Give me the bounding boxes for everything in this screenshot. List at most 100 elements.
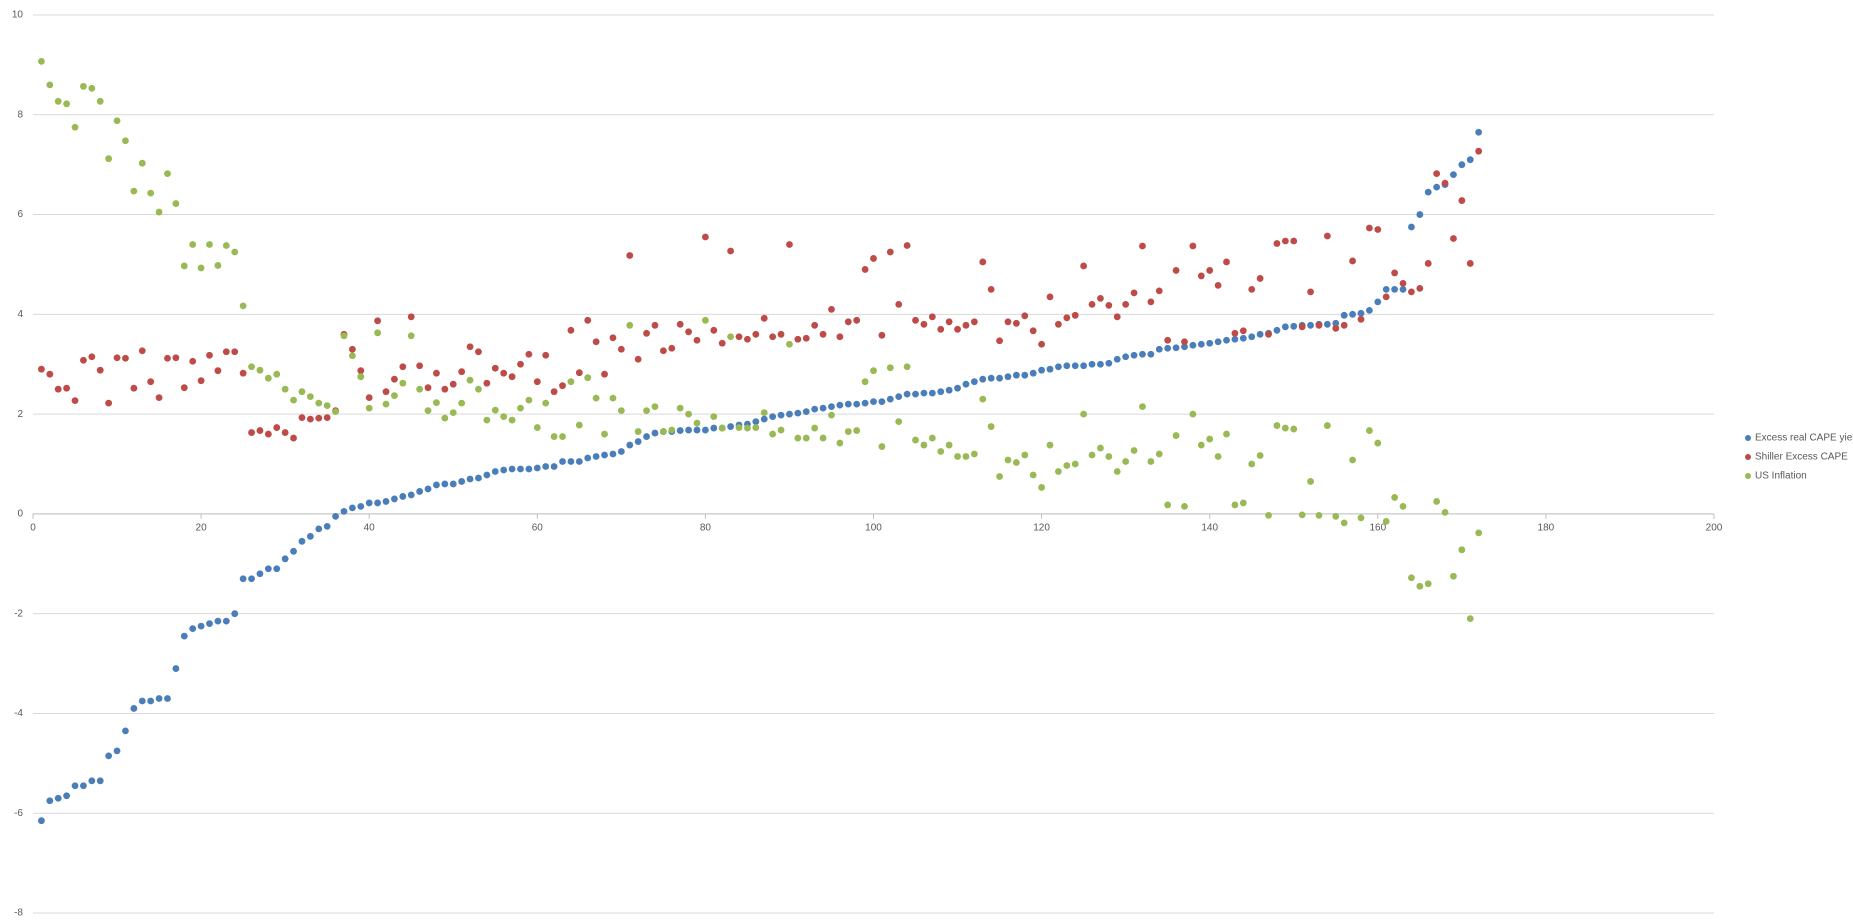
data-point bbox=[1004, 456, 1012, 464]
data-point bbox=[1088, 451, 1096, 459]
data-point bbox=[147, 697, 155, 705]
data-point bbox=[1408, 288, 1415, 296]
data-point bbox=[1071, 362, 1079, 370]
data-point bbox=[458, 399, 466, 407]
data-point bbox=[1080, 262, 1088, 270]
data-point bbox=[1265, 511, 1272, 519]
data-point bbox=[122, 137, 129, 145]
data-point bbox=[1080, 362, 1088, 370]
data-point bbox=[306, 393, 314, 401]
data-point bbox=[71, 397, 79, 405]
data-point bbox=[508, 416, 516, 424]
data-point bbox=[1105, 453, 1113, 460]
data-point bbox=[928, 389, 936, 397]
data-point bbox=[1206, 339, 1214, 347]
data-point bbox=[424, 384, 432, 392]
data-point bbox=[1315, 511, 1323, 519]
data-point bbox=[483, 416, 491, 424]
data-point bbox=[281, 555, 289, 563]
data-point bbox=[1223, 258, 1230, 266]
y-tick-label: -6 bbox=[14, 808, 23, 819]
data-point bbox=[88, 777, 96, 785]
data-point bbox=[626, 321, 634, 329]
data-point bbox=[298, 537, 306, 545]
data-point bbox=[1374, 439, 1382, 447]
data-point bbox=[1374, 298, 1382, 306]
data-point bbox=[651, 403, 659, 411]
data-point bbox=[668, 426, 676, 434]
data-point bbox=[744, 335, 751, 343]
data-point bbox=[760, 415, 768, 423]
data-point bbox=[172, 354, 180, 362]
data-point bbox=[634, 355, 642, 363]
data-point bbox=[903, 363, 911, 371]
data-point bbox=[1382, 285, 1390, 293]
data-point bbox=[155, 394, 163, 402]
data-point bbox=[861, 399, 869, 407]
data-point bbox=[786, 340, 793, 348]
data-point bbox=[903, 390, 911, 398]
data-point bbox=[1458, 546, 1466, 554]
data-point bbox=[895, 418, 903, 425]
data-point bbox=[987, 374, 995, 382]
data-point bbox=[1097, 360, 1104, 368]
data-point bbox=[777, 330, 785, 338]
data-point bbox=[1097, 294, 1104, 302]
data-point bbox=[979, 375, 987, 383]
data-point bbox=[1458, 197, 1466, 204]
data-point bbox=[592, 394, 600, 402]
data-point bbox=[962, 321, 970, 329]
data-point bbox=[1172, 267, 1180, 274]
data-point bbox=[222, 348, 230, 356]
data-point bbox=[1450, 235, 1457, 242]
data-point bbox=[340, 507, 348, 515]
data-point bbox=[1340, 519, 1348, 527]
data-point bbox=[1105, 359, 1113, 367]
data-point bbox=[1466, 156, 1474, 164]
y-tick-label: 8 bbox=[17, 109, 23, 120]
x-tick-label: 120 bbox=[1033, 523, 1050, 534]
data-point bbox=[912, 390, 919, 398]
data-point bbox=[256, 427, 264, 434]
data-point bbox=[676, 404, 684, 412]
data-point bbox=[1391, 494, 1399, 501]
data-point bbox=[214, 367, 222, 375]
data-point bbox=[508, 465, 516, 473]
data-point bbox=[1147, 458, 1155, 465]
data-point bbox=[441, 385, 449, 393]
data-point bbox=[1349, 310, 1356, 318]
data-point bbox=[634, 428, 642, 435]
data-point bbox=[1441, 179, 1449, 187]
data-point bbox=[1450, 171, 1457, 179]
data-point bbox=[433, 369, 440, 377]
data-point bbox=[996, 374, 1003, 382]
data-point bbox=[1433, 170, 1441, 178]
data-point bbox=[1424, 260, 1432, 267]
data-point bbox=[1155, 287, 1163, 295]
data-point bbox=[1248, 333, 1256, 341]
data-point bbox=[281, 429, 289, 436]
data-point bbox=[290, 547, 297, 555]
data-point bbox=[920, 389, 928, 397]
data-point bbox=[391, 375, 398, 383]
data-point bbox=[1290, 425, 1298, 433]
data-point bbox=[1382, 293, 1390, 301]
data-point bbox=[1223, 336, 1230, 344]
data-point bbox=[273, 370, 281, 378]
data-point bbox=[248, 429, 255, 436]
data-point bbox=[1239, 499, 1247, 507]
data-point bbox=[1231, 329, 1239, 337]
data-point bbox=[449, 380, 457, 388]
data-point bbox=[1281, 323, 1289, 331]
data-point bbox=[491, 468, 499, 475]
data-point bbox=[912, 436, 919, 444]
data-point bbox=[340, 332, 348, 340]
data-point bbox=[38, 817, 45, 825]
data-point bbox=[1248, 285, 1256, 293]
data-point bbox=[702, 426, 709, 434]
data-point bbox=[1298, 323, 1306, 331]
data-point bbox=[96, 366, 104, 374]
data-point bbox=[500, 413, 508, 421]
data-point bbox=[517, 360, 524, 368]
data-point bbox=[290, 396, 297, 404]
